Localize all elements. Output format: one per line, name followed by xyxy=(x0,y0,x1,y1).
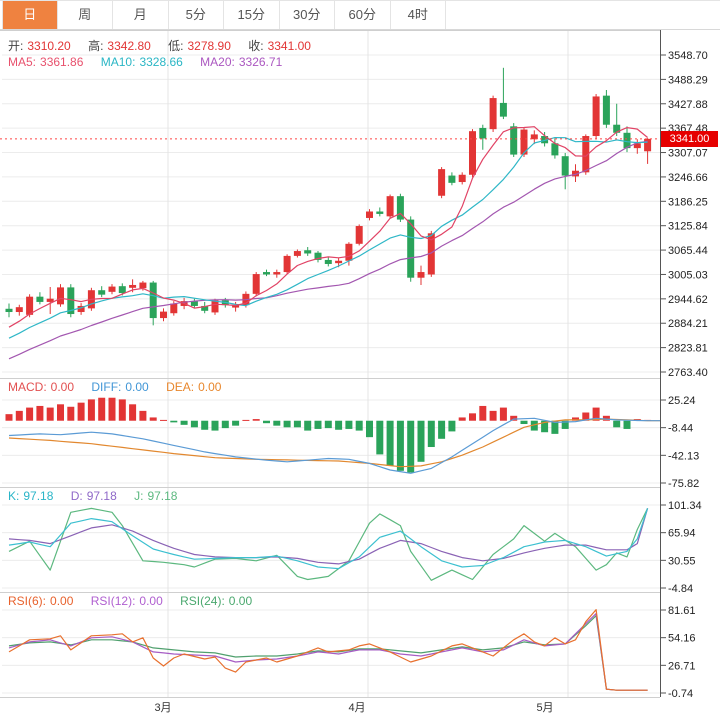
rsi-legend: RSI(6): 0.00 RSI(12): 0.00 RSI(24): 0.00 xyxy=(8,594,256,608)
rsi12-label: RSI(12): xyxy=(90,594,136,608)
svg-text:54.16: 54.16 xyxy=(668,633,696,645)
k-value: 97.18 xyxy=(23,489,54,503)
rsi12-value: 0.00 xyxy=(139,594,163,608)
ma10-value: 3328.66 xyxy=(139,55,183,69)
tab-5分[interactable]: 5分 xyxy=(169,1,224,29)
svg-text:3427.88: 3427.88 xyxy=(668,99,708,111)
close-value: 3341.00 xyxy=(267,39,311,53)
svg-text:-0.74: -0.74 xyxy=(668,688,693,700)
svg-text:26.71: 26.71 xyxy=(668,660,696,672)
svg-text:101.34: 101.34 xyxy=(668,500,702,512)
svg-text:3246.66: 3246.66 xyxy=(668,172,708,184)
svg-text:3488.29: 3488.29 xyxy=(668,74,708,86)
rsi24-label: RSI(24): xyxy=(180,594,225,608)
svg-text:3548.70: 3548.70 xyxy=(668,50,708,62)
svg-text:5月: 5月 xyxy=(536,702,553,714)
diff-value: 0.00 xyxy=(125,380,149,394)
tab-60分[interactable]: 60分 xyxy=(335,1,391,29)
open-label: 开: xyxy=(8,39,24,53)
d-value: 97.18 xyxy=(86,489,117,503)
close-label: 收: xyxy=(248,39,264,53)
ma20-label: MA20: xyxy=(200,55,235,69)
svg-text:30.55: 30.55 xyxy=(668,555,696,567)
ma20-value: 3326.71 xyxy=(238,55,283,69)
svg-text:2884.21: 2884.21 xyxy=(668,318,708,330)
svg-text:3125.84: 3125.84 xyxy=(668,221,708,233)
svg-text:3005.03: 3005.03 xyxy=(668,269,708,281)
j-value: 97.18 xyxy=(147,489,178,503)
k-label: K: xyxy=(8,489,20,503)
macd-legend: MACD: 0.00 DIFF: 0.00 DEA: 0.00 xyxy=(8,380,225,394)
svg-text:-4.84: -4.84 xyxy=(668,583,693,595)
d-label: D: xyxy=(70,489,83,503)
svg-text:65.94: 65.94 xyxy=(668,528,696,540)
macd-label: MACD: xyxy=(8,380,47,394)
svg-text:3065.44: 3065.44 xyxy=(668,245,708,257)
dea-label: DEA: xyxy=(166,380,195,394)
svg-text:81.61: 81.61 xyxy=(668,605,696,617)
svg-text:3月: 3月 xyxy=(154,702,171,714)
svg-text:2944.62: 2944.62 xyxy=(668,294,708,306)
svg-text:4月: 4月 xyxy=(348,702,365,714)
svg-text:-75.82: -75.82 xyxy=(668,478,699,490)
ma5-label: MA5: xyxy=(8,55,37,69)
high-value: 3342.80 xyxy=(107,39,151,53)
tab-日[interactable]: 日 xyxy=(2,1,58,29)
ma10-label: MA10: xyxy=(100,55,136,69)
ma5-value: 3361.86 xyxy=(40,55,84,69)
svg-text:3307.07: 3307.07 xyxy=(668,148,708,160)
open-value: 3310.20 xyxy=(27,39,71,53)
tab-15分[interactable]: 15分 xyxy=(224,1,280,29)
tab-30分[interactable]: 30分 xyxy=(280,1,335,29)
dea-value: 0.00 xyxy=(198,380,222,394)
timeframe-tab-bar: 日周月 5分 15分 30分 60分 4时 xyxy=(0,0,720,30)
high-label: 高: xyxy=(88,39,104,53)
last-price-tag: 3341.00 xyxy=(661,130,718,147)
tab-月[interactable]: 月 xyxy=(113,1,169,29)
svg-text:3186.25: 3186.25 xyxy=(668,196,708,208)
svg-text:25.24: 25.24 xyxy=(668,395,696,407)
svg-text:2823.81: 2823.81 xyxy=(668,343,708,355)
svg-text:-8.44: -8.44 xyxy=(668,423,693,435)
kdj-legend: K: 97.18 D: 97.18 J: 97.18 xyxy=(8,489,181,503)
j-label: J: xyxy=(134,489,144,503)
ohlc-legend: 开: 3310.20 高: 3342.80 低: 3278.90 收: 3341.00 xyxy=(8,37,315,54)
rsi6-label: RSI(6): xyxy=(8,594,47,608)
low-label: 低: xyxy=(168,39,184,53)
svg-text:2763.40: 2763.40 xyxy=(668,367,708,379)
tab-周[interactable]: 周 xyxy=(58,1,113,29)
svg-text:-42.13: -42.13 xyxy=(668,450,699,462)
low-value: 3278.90 xyxy=(187,39,231,53)
rsi6-value: 0.00 xyxy=(50,594,74,608)
tab-4时[interactable]: 4时 xyxy=(391,1,446,29)
ma-legend: MA5: 3361.86 MA10: 3328.66 MA20: 3326.71 xyxy=(8,55,286,69)
macd-value: 0.00 xyxy=(50,380,75,394)
rsi24-value: 0.00 xyxy=(228,594,253,608)
diff-label: DIFF: xyxy=(91,380,122,394)
